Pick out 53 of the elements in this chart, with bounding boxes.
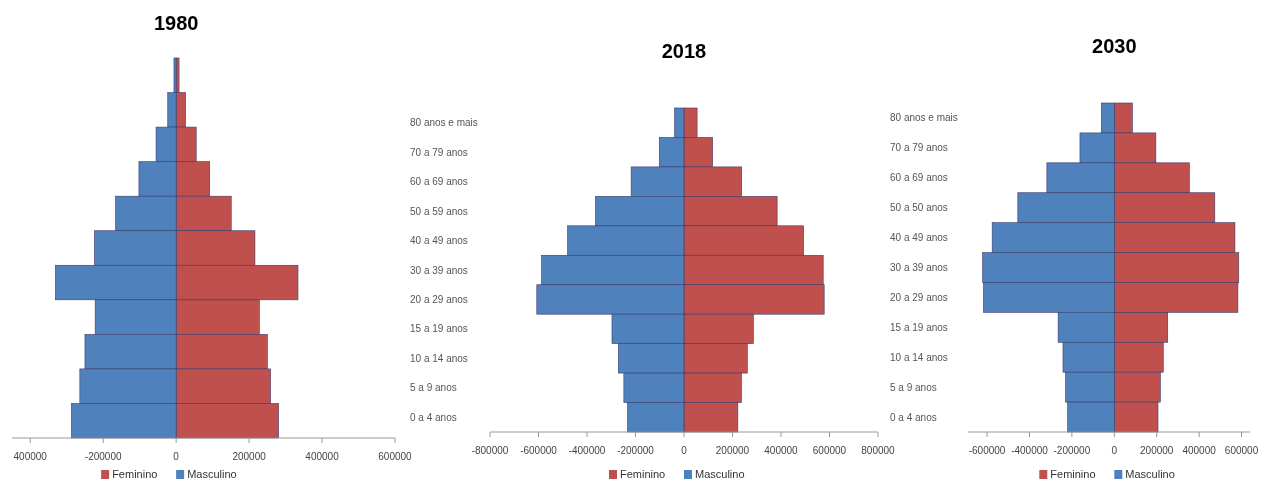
x-tick-label: -600000 (520, 445, 558, 456)
y-tick-label: 70 a 79 anos (890, 142, 948, 154)
x-tick-label: 0 (173, 451, 180, 462)
legend-label: Feminino (112, 468, 158, 480)
x-tick-label: 400000 (13, 451, 48, 462)
y-tick-label: 5 a 9 anos (890, 381, 937, 393)
y-tick-label: 20 a 29 anos (410, 293, 468, 305)
chart-title: 2030 (1092, 35, 1137, 57)
x-tick-label: 0 (1111, 445, 1118, 456)
x-tick-label: 0 (681, 445, 688, 456)
y-tick-label: 30 a 39 anos (410, 264, 468, 276)
y-tick-label: 80 anos e mais (890, 112, 958, 124)
legend-label: Feminino (1050, 468, 1096, 480)
legend-label: Feminino (620, 468, 666, 480)
x-tick-label: -200000 (617, 445, 655, 456)
x-tick-label: -200000 (84, 451, 122, 462)
x-tick-label: 600000 (378, 451, 413, 462)
x-tick-label: 600000 (1224, 445, 1259, 456)
y-tick-label: 5 a 9 anos (410, 382, 457, 394)
x-tick-label: -400000 (568, 445, 606, 456)
x-tick-label: 400000 (764, 445, 799, 456)
x-tick-label: 400000 (305, 451, 340, 462)
y-tick-label: 15 a 19 anos (890, 321, 948, 333)
y-tick-label: 60 a 69 anos (410, 176, 468, 188)
y-tick-label: 15 a 19 anos (410, 323, 468, 335)
y-tick-label: 50 a 50 anos (890, 202, 948, 214)
y-tick-label: 10 a 14 anos (890, 351, 948, 363)
y-tick-label: 0 a 4 anos (890, 411, 937, 423)
legend-label: Masculino (1125, 468, 1175, 480)
y-tick-label: 10 a 14 anos (410, 352, 468, 364)
x-tick-label: 400000 (1182, 445, 1217, 456)
legend-label: Masculino (187, 468, 237, 480)
x-tick-label: -600000 (968, 445, 1006, 456)
x-tick-label: -800000 (471, 445, 509, 456)
y-tick-label: 20 a 29 anos (890, 291, 948, 303)
legend-label: Masculino (695, 468, 745, 480)
chart-title: 1980 (153, 12, 199, 34)
y-tick-label: 60 a 69 anos (890, 172, 948, 184)
y-tick-label: 0 a 4 anos (410, 411, 457, 423)
y-tick-label: 80 anos e mais (410, 117, 478, 129)
y-tick-label: 70 a 79 anos (410, 146, 468, 158)
x-tick-label: -200000 (1053, 445, 1091, 456)
x-tick-label: 800000 (861, 445, 896, 456)
y-tick-label: 40 a 49 anos (890, 232, 948, 244)
x-tick-label: 200000 (1140, 445, 1174, 456)
chart-title: 2018 (661, 40, 707, 62)
y-tick-label: 40 a 49 anos (410, 235, 468, 247)
y-tick-label: 30 a 39 anos (890, 262, 948, 273)
x-tick-label: 200000 (715, 445, 750, 456)
x-tick-label: 600000 (812, 445, 847, 456)
x-tick-label: -400000 (1011, 445, 1049, 456)
x-tick-label: 200000 (232, 451, 267, 462)
y-tick-label: 50 a 59 anos (410, 205, 468, 217)
